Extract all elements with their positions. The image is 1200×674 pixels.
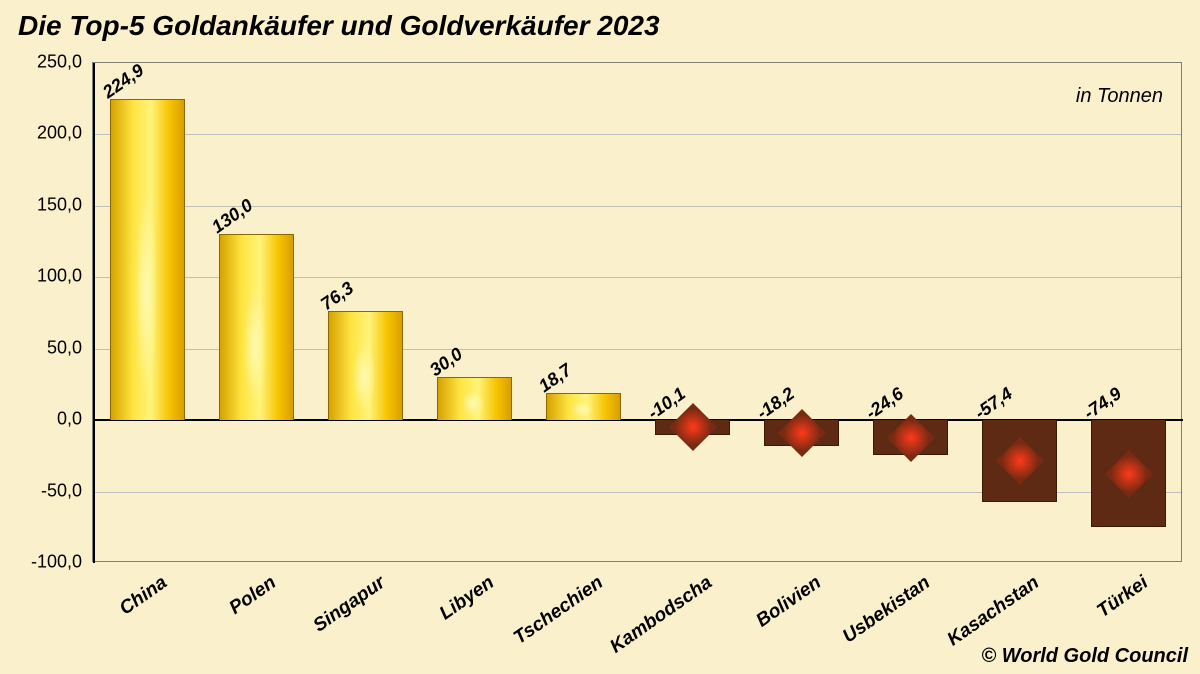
y-tick-label: 200,0 — [0, 123, 82, 144]
diamond-icon — [669, 403, 717, 451]
bar — [873, 420, 947, 455]
bar — [764, 420, 838, 446]
bar — [546, 393, 620, 420]
diamond-icon — [996, 437, 1044, 485]
bar-highlight — [350, 312, 379, 420]
diamond-icon — [778, 409, 826, 457]
plot-area: in Tonnen — [92, 62, 1182, 562]
y-axis-line — [93, 63, 95, 563]
bar-highlight — [132, 100, 161, 420]
bar — [110, 99, 184, 420]
y-tick-label: -50,0 — [0, 480, 82, 501]
bar — [1091, 420, 1165, 527]
gridline — [93, 206, 1181, 207]
chart-title: Die Top-5 Goldankäufer und Goldverkäufer… — [18, 10, 660, 42]
y-tick-label: 0,0 — [0, 409, 82, 430]
y-tick-label: 150,0 — [0, 194, 82, 215]
chart-stage: Die Top-5 Goldankäufer und Goldverkäufer… — [0, 0, 1200, 674]
bar — [982, 420, 1056, 502]
bar — [655, 420, 729, 434]
y-tick-label: 100,0 — [0, 266, 82, 287]
bar-highlight — [241, 235, 270, 420]
bar-highlight — [459, 378, 488, 420]
diamond-icon — [887, 414, 935, 462]
bar-highlight — [568, 394, 597, 420]
y-tick-label: 250,0 — [0, 52, 82, 73]
diamond-icon — [1105, 450, 1153, 498]
bar — [328, 311, 402, 420]
bar — [437, 377, 511, 420]
y-tick-label: 50,0 — [0, 337, 82, 358]
y-tick-label: -100,0 — [0, 552, 82, 573]
unit-label: in Tonnen — [1076, 85, 1163, 108]
gridline — [93, 134, 1181, 135]
bar — [219, 234, 293, 420]
